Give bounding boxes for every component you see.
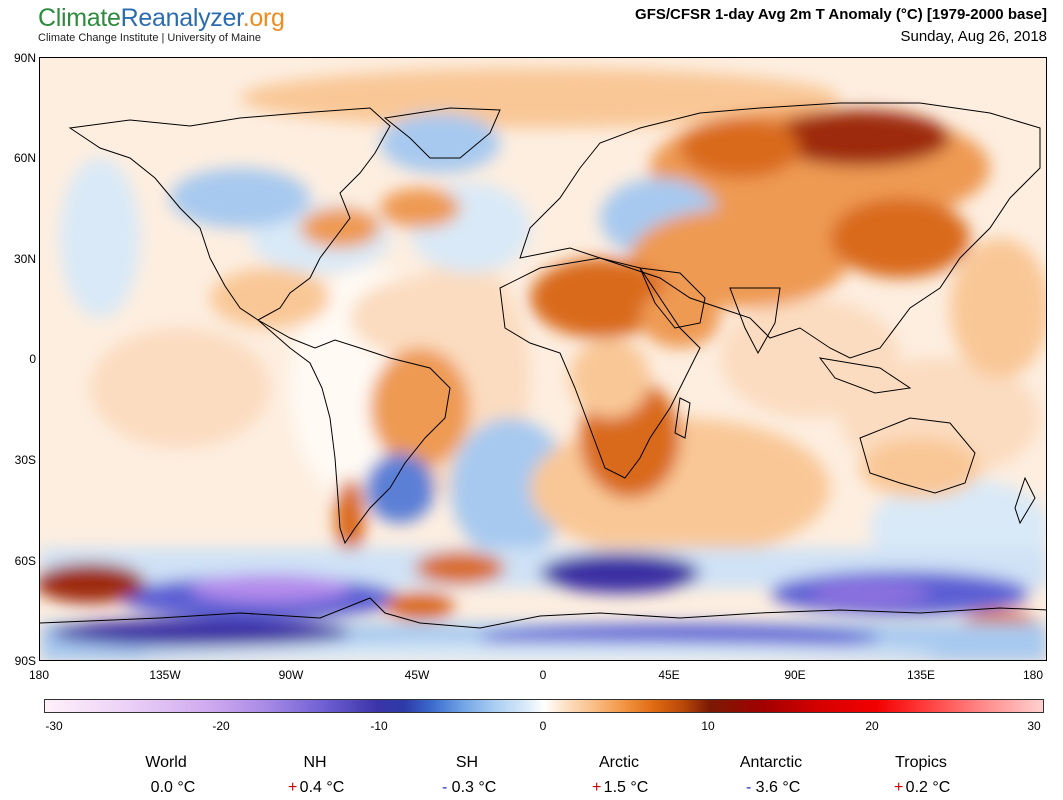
lon-label-135w: 135W — [149, 668, 181, 682]
map-date: Sunday, Aug 26, 2018 — [900, 28, 1047, 45]
logo-part-org: .org — [242, 4, 285, 32]
climate-reanalyzer-logo[interactable]: ClimateReanalyzer.org — [38, 4, 285, 33]
institute-subtitle: Climate Change Institute | University of… — [38, 32, 261, 44]
lat-label-30s: 30S — [14, 453, 36, 467]
stat-tropics-label: Tropics — [895, 754, 947, 771]
colorbar-tick-0: 0 — [539, 719, 547, 733]
lat-label-90s: 90S — [14, 654, 36, 668]
stat-world-label: World — [145, 754, 187, 771]
stat-nh-value: +0.4 °C — [288, 779, 345, 796]
lat-label-equator: 0 — [29, 352, 36, 366]
lon-label-45e: 45E — [658, 668, 680, 682]
stat-world-value: 0.0 °C — [150, 779, 196, 796]
lat-label-30n: 30N — [13, 252, 36, 266]
lon-label-135e: 135E — [906, 668, 936, 682]
lat-label-90n: 90N — [13, 51, 36, 65]
lon-label-90w: 90W — [278, 668, 304, 682]
lon-label-180e: 180 — [1022, 668, 1044, 682]
stat-tropics-value: +0.2 °C — [894, 779, 951, 796]
colorbar-tick-10: 10 — [701, 719, 715, 733]
anomaly-colorbar — [44, 699, 1044, 713]
colorbar-tick-30: 30 — [1027, 719, 1041, 733]
colorbar-tick-20: 20 — [865, 719, 879, 733]
stat-antarctic-value: -3.6 °C — [746, 779, 801, 796]
lon-label-45w: 45W — [404, 668, 430, 682]
temperature-anomaly-map — [39, 57, 1047, 661]
stat-arctic-value: +1.5 °C — [592, 779, 649, 796]
stat-arctic-label: Arctic — [599, 754, 639, 771]
logo-part-climate: Climate — [38, 4, 121, 32]
lon-label-0: 0 — [539, 668, 547, 682]
lat-label-60n: 60N — [13, 151, 36, 165]
colorbar-tick-minus30: -30 — [45, 719, 63, 733]
lon-label-90e: 90E — [784, 668, 806, 682]
colorbar-tick-minus10: -10 — [370, 719, 388, 733]
colorbar-tick-minus20: -20 — [212, 719, 230, 733]
lat-label-60s: 60S — [14, 554, 36, 568]
stat-sh-value: -0.3 °C — [442, 779, 497, 796]
stat-sh-label: SH — [455, 754, 479, 771]
lon-label-180w: 180 — [28, 668, 50, 682]
map-title: GFS/CFSR 1-day Avg 2m T Anomaly (°C) [19… — [635, 6, 1047, 23]
stat-antarctic-label: Antarctic — [739, 754, 803, 771]
stat-nh-label: NH — [303, 754, 327, 771]
logo-part-reanalyzer: Reanalyzer — [120, 4, 243, 32]
